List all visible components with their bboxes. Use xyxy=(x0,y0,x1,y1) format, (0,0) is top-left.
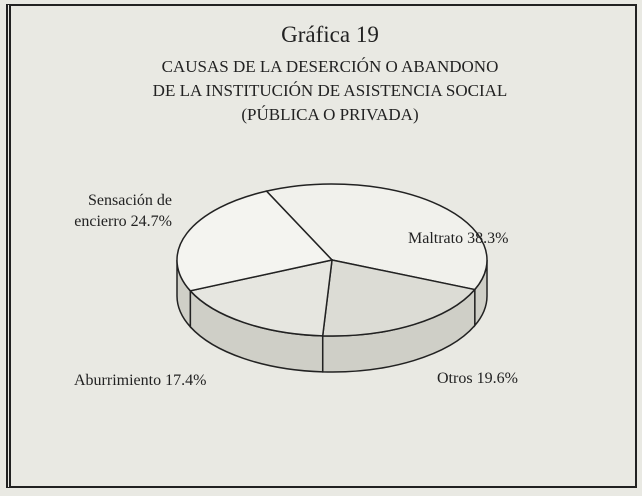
slice-label: Maltrato 38.3% xyxy=(408,228,568,249)
pie-slice xyxy=(265,183,488,291)
chart-title: Gráfica 19 xyxy=(281,22,379,47)
category-name: Otros xyxy=(437,370,473,387)
subtitle-line: CAUSAS DE LA DESERCIÓN O ABANDONO xyxy=(162,57,499,76)
slice-label: Sensación de encierro 24.7% xyxy=(40,190,172,232)
slice-label: Otros 19.6% xyxy=(437,368,577,389)
category-name: Maltrato xyxy=(408,230,464,247)
slice-label: Aburrimiento 17.4% xyxy=(74,370,244,391)
value-label: 24.7% xyxy=(130,213,172,230)
value-label: 19.6% xyxy=(476,370,518,387)
frame xyxy=(6,4,637,488)
value-label: 17.4% xyxy=(165,372,207,389)
category-name: Sensación de encierro xyxy=(74,192,172,230)
value-label: 38.3% xyxy=(467,230,509,247)
subtitle-line: (PÚBLICA O PRIVADA) xyxy=(241,105,418,124)
subtitle-line: DE LA INSTITUCIÓN DE ASISTENCIA SOCIAL xyxy=(153,81,508,100)
pie-slice xyxy=(188,259,333,337)
pie-slice xyxy=(176,190,334,292)
category-name: Aburrimiento xyxy=(74,372,162,389)
pie-slice xyxy=(321,259,477,337)
